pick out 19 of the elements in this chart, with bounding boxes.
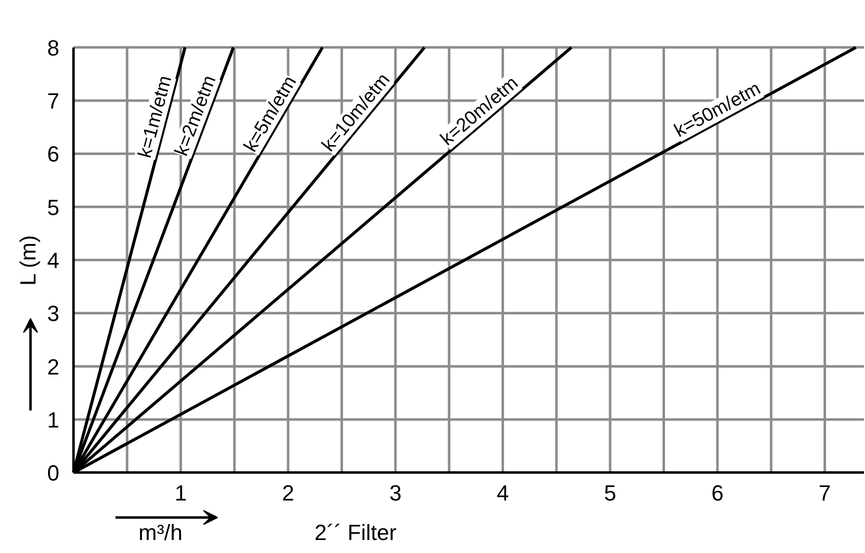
x-tick-label: 1 [174,480,187,506]
y-tick-label: 2 [47,354,60,380]
y-axis-title: L (m) [15,235,40,286]
x-tick-label: 5 [604,480,616,506]
x-tick-label: 3 [389,480,402,506]
x-tick-label: 4 [496,480,509,506]
text: 2´´ Filter [314,520,396,545]
y-tick-label: 8 [47,35,60,60]
y-tick-label: 4 [47,248,60,274]
x-tick-label: 7 [818,480,831,506]
y-tick-label: 6 [47,142,60,167]
x-tick-label: 6 [711,480,724,506]
y-tick-label: 5 [47,194,60,220]
x-tick-label: 2 [282,480,294,506]
y-tick-label: 3 [47,301,60,326]
y-tick-label: 0 [47,460,60,486]
y-tick-label: 1 [47,407,60,432]
x-axis-title: m³/h [138,520,182,545]
y-tick-label: 7 [47,88,60,114]
